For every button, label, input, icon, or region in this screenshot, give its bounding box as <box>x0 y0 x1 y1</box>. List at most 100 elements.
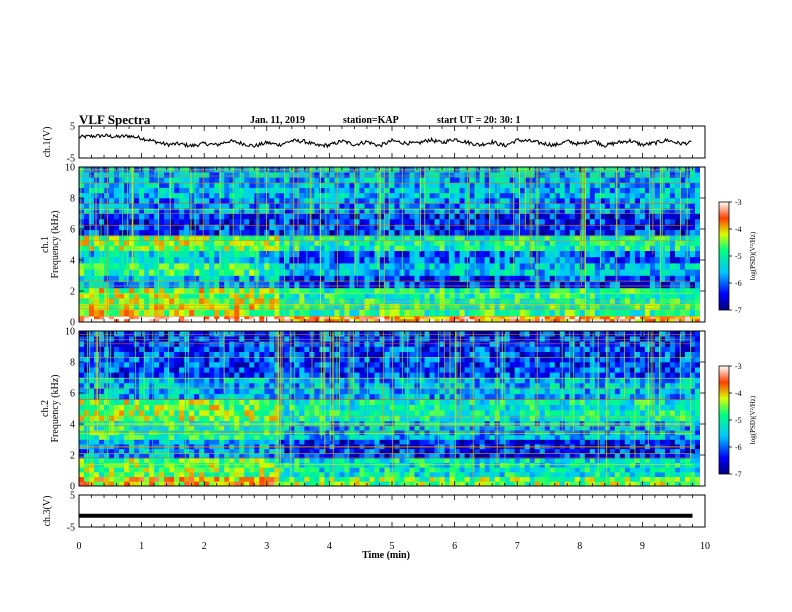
spectrogram-cell <box>104 448 110 454</box>
spectrogram-cell <box>189 462 195 468</box>
spectrogram-cell <box>589 208 596 214</box>
spectrogram-cell <box>259 303 265 310</box>
spectrogram-cell <box>199 256 205 264</box>
spectrogram-cell <box>384 458 390 464</box>
spectrogram-cell <box>329 198 335 204</box>
spectrogram-cell <box>309 309 315 317</box>
spectrogram-cell <box>584 187 591 194</box>
spectrogram-cell <box>409 224 415 231</box>
spectrogram-cell <box>284 458 290 464</box>
spectrogram-cell <box>589 472 596 477</box>
spectrogram-cell <box>584 177 591 183</box>
spectrogram-cell <box>434 298 440 304</box>
spectrogram-cell <box>379 303 385 310</box>
spectrogram-cell <box>389 303 395 310</box>
spectrogram-cell <box>114 208 120 214</box>
spectrogram-cell <box>269 476 275 482</box>
spectrogram-cell <box>79 198 85 204</box>
spectrogram-cell <box>414 472 420 477</box>
spectrogram-cell <box>369 203 375 209</box>
spectrogram-cell <box>79 293 85 299</box>
spectrogram-cell <box>504 448 510 454</box>
spectrogram-cell <box>539 309 546 317</box>
spectrogram-cell <box>99 187 105 194</box>
spectrogram-cell <box>129 303 135 310</box>
spectrogram-cell <box>469 293 475 299</box>
spectrogram-cell <box>184 462 190 468</box>
spectrogram-cell <box>519 472 526 477</box>
spectrogram-cell <box>639 218 646 225</box>
spectrogram-cell <box>574 318 581 323</box>
spectrogram-cell <box>374 203 380 209</box>
spectrogram-cell <box>444 281 450 289</box>
spectrogram-cell <box>144 467 150 473</box>
spectrogram-cell <box>109 467 115 473</box>
spectrogram-cell <box>204 218 210 225</box>
spectrogram-cell <box>254 448 260 454</box>
spectrogram-cell <box>194 303 200 310</box>
spectrogram-cell <box>644 293 651 299</box>
spectrogram-cell <box>314 208 320 214</box>
spectrogram-cell <box>634 250 641 258</box>
spectrogram-cell <box>619 298 626 304</box>
spectrogram-cell <box>554 235 561 241</box>
spectrogram-cell <box>349 218 355 225</box>
spectrogram-cell <box>419 281 425 289</box>
spectrogram-cell <box>669 224 676 231</box>
spectrogram-cell <box>164 315 170 320</box>
spectrogram-cell <box>574 458 581 464</box>
spectrogram-cell <box>509 203 515 209</box>
spectrogram-cell <box>214 198 220 204</box>
spectrogram-cell <box>274 453 280 459</box>
spectrogram-cell <box>114 192 120 199</box>
spectrogram-cell <box>484 318 490 323</box>
spectrogram-cell <box>639 275 646 282</box>
spectrogram-cell <box>644 192 651 199</box>
spectrogram-cell <box>124 472 130 477</box>
spectrogram-cell <box>619 315 626 320</box>
spectrogram-cell <box>364 303 370 310</box>
spectrogram-cell <box>159 476 165 482</box>
spectrogram-cell <box>184 458 190 464</box>
spectrogram-cell <box>104 172 110 178</box>
spectrogram-cell <box>274 287 280 294</box>
spectrogram-cell <box>299 298 305 304</box>
spectrogram-cell <box>594 298 601 304</box>
spectrogram-cell <box>604 218 611 225</box>
spectrogram-cell <box>114 245 120 251</box>
spectrogram-cell <box>654 315 661 320</box>
spectrogram-cell <box>409 318 415 323</box>
spectrogram-cell <box>244 318 250 323</box>
spectrogram-cell <box>289 182 295 188</box>
spectrogram-cell <box>419 293 425 299</box>
spectrogram-cell <box>644 462 651 468</box>
spectrogram-cell <box>189 287 195 294</box>
spectrogram-cell <box>519 172 526 178</box>
spectrogram-cell <box>419 275 425 282</box>
spectrogram-cell <box>269 263 275 270</box>
spectrogram-cell <box>664 287 671 294</box>
spectrogram-cell <box>284 177 290 183</box>
spectrogram-cell <box>504 250 510 258</box>
spectrogram-cell <box>79 229 85 236</box>
spectrogram-cell <box>479 177 485 183</box>
spectrogram-cell <box>114 218 120 225</box>
spectrogram-cell <box>264 453 270 459</box>
spectrogram-cell <box>119 187 125 194</box>
spectrogram-cell <box>674 235 681 241</box>
spectrogram-cell <box>634 172 641 178</box>
spectrogram-cell <box>174 245 180 251</box>
spectrogram-cell <box>259 208 265 214</box>
spectrogram-cell <box>114 303 120 310</box>
spectrogram-cell <box>149 203 155 209</box>
spectrogram-cell <box>549 263 556 270</box>
spectrogram-cell <box>414 303 420 310</box>
spectrogram-cell <box>624 462 631 468</box>
spectrogram-cell <box>79 298 85 304</box>
spectrogram-cell <box>454 293 460 299</box>
spectrogram-cell <box>654 229 661 236</box>
spectrogram-cell <box>549 224 556 231</box>
spectrogram-cell <box>434 315 440 320</box>
spectrogram-cell <box>109 275 115 282</box>
spectrogram-cell <box>684 235 691 241</box>
